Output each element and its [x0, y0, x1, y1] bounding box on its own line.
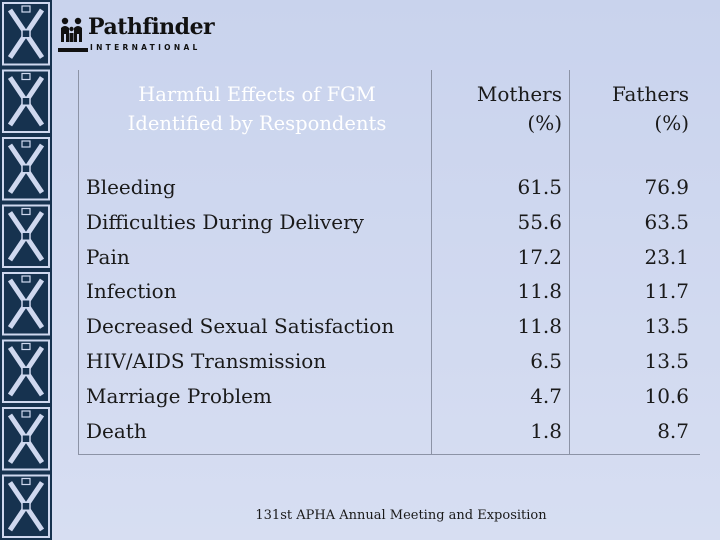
fathers-cell: 10.6 — [644, 383, 689, 408]
table-divider — [78, 70, 79, 454]
pathfinder-logo: Pathfinder INTERNATIONAL — [58, 14, 215, 56]
effect-cell: Bleeding — [86, 175, 176, 199]
fathers-cell: 11.7 — [644, 279, 689, 304]
table-divider — [569, 70, 570, 454]
fathers-cell: 23.1 — [644, 244, 689, 269]
fathers-cell: 13.5 — [644, 314, 689, 339]
header-effects-line2: Identified by Respondents — [127, 112, 387, 135]
header-mothers-line2: (%) — [527, 111, 562, 135]
table-row: Decreased Sexual Satisfaction 11.8 13.5 — [78, 314, 700, 349]
table-row: Marriage Problem 4.7 10.6 — [78, 384, 700, 419]
header-fathers: Fathers (%) — [576, 80, 689, 138]
logo-bar — [58, 48, 88, 52]
effect-cell: Pain — [86, 244, 130, 269]
table-row: Pain 17.2 23.1 — [78, 245, 700, 280]
border-motif — [2, 204, 50, 268]
header-effects-line1: Harmful Effects of FGM — [138, 83, 376, 106]
header-mothers-line1: Mothers — [476, 82, 562, 106]
effect-cell: Difficulties During Delivery — [86, 209, 364, 234]
tribal-pattern — [2, 2, 50, 538]
people-logo-icon — [61, 17, 82, 42]
decorative-border — [0, 0, 52, 540]
mothers-cell: 6.5 — [530, 348, 562, 373]
effect-cell: HIV/AIDS Transmission — [86, 348, 327, 373]
table-row: Bleeding 61.5 76.9 — [78, 175, 700, 210]
fathers-cell: 8.7 — [657, 418, 689, 443]
mothers-cell: 11.8 — [517, 314, 562, 339]
header-fathers-line1: Fathers — [611, 82, 689, 106]
border-motif — [2, 474, 50, 538]
fathers-cell: 63.5 — [644, 209, 689, 234]
mothers-cell: 1.8 — [530, 418, 562, 443]
fathers-cell: 76.9 — [644, 175, 689, 199]
footer-text: 131st APHA Annual Meeting and Exposition — [255, 508, 547, 523]
logo-subtitle: INTERNATIONAL — [90, 43, 201, 52]
effect-cell: Infection — [86, 279, 177, 304]
effect-cell: Decreased Sexual Satisfaction — [86, 314, 395, 339]
header-mothers: Mothers (%) — [438, 80, 562, 138]
table-row: HIV/AIDS Transmission 6.5 13.5 — [78, 349, 700, 384]
mothers-cell: 4.7 — [530, 383, 562, 408]
border-motif — [2, 407, 50, 471]
table-body: Bleeding 61.5 76.9 Difficulties During D… — [78, 175, 700, 453]
header-fathers-line2: (%) — [654, 111, 689, 135]
effect-cell: Death — [86, 418, 147, 443]
border-motif — [2, 137, 50, 201]
fathers-cell: 13.5 — [644, 348, 689, 373]
mothers-cell: 17.2 — [517, 244, 562, 269]
table-divider — [431, 70, 432, 454]
mothers-cell: 11.8 — [517, 279, 562, 304]
border-motif — [2, 272, 50, 336]
effect-cell: Marriage Problem — [86, 383, 272, 408]
table-row: Difficulties During Delivery 55.6 63.5 — [78, 210, 700, 245]
header-effects: Harmful Effects of FGM Identified by Res… — [102, 80, 412, 138]
border-motif — [2, 2, 50, 66]
logo-name: Pathfinder — [88, 14, 215, 40]
border-motif — [2, 69, 50, 133]
mothers-cell: 55.6 — [517, 209, 562, 234]
table-row: Death 1.8 8.7 — [78, 419, 700, 454]
border-motif — [2, 339, 50, 403]
mothers-cell: 61.5 — [517, 175, 562, 199]
effects-table: Harmful Effects of FGM Identified by Res… — [78, 70, 700, 455]
table-row: Infection 11.8 11.7 — [78, 279, 700, 314]
